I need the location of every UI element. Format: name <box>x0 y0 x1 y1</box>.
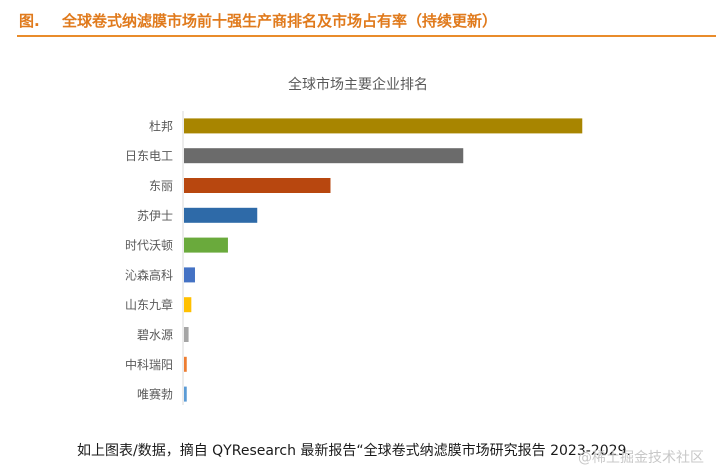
bar <box>184 297 192 313</box>
bar <box>184 207 258 223</box>
bar <box>184 356 187 372</box>
category-label: 碧水源 <box>137 328 173 342</box>
figure-prefix: 图. <box>19 12 40 30</box>
category-label: 苏伊士 <box>137 209 173 223</box>
category-label: 时代沃顿 <box>125 239 173 253</box>
watermark: @稀土掘金技术社区 <box>578 450 704 466</box>
figure-header: 图. 全球卷式纳滤膜市场前十强生产商排名及市场占有率（持续更新） <box>0 0 716 40</box>
chart-title: 全球市场主要企业排名 <box>288 77 428 93</box>
bar <box>184 118 583 134</box>
category-label: 日东电工 <box>125 149 173 163</box>
category-label: 沁森高科 <box>125 267 173 282</box>
category-label: 东丽 <box>149 179 173 193</box>
bar <box>184 237 228 253</box>
bar <box>184 386 187 402</box>
bar <box>184 327 189 342</box>
source-note: 如上图表/数据，摘自 QYResearch 最新报告“全球卷式纳滤膜市场研究报告… <box>77 443 631 459</box>
category-label: 中科瑞阳 <box>125 357 173 372</box>
category-label: 山东九章 <box>125 297 173 312</box>
figure-title: 全球卷式纳滤膜市场前十强生产商排名及市场占有率（持续更新） <box>62 12 498 30</box>
header-divider <box>17 35 716 37</box>
bar <box>184 178 331 193</box>
bar <box>184 148 464 164</box>
category-label: 唯赛勃 <box>137 387 173 402</box>
bar <box>184 267 195 283</box>
category-label: 杜邦 <box>149 118 173 133</box>
